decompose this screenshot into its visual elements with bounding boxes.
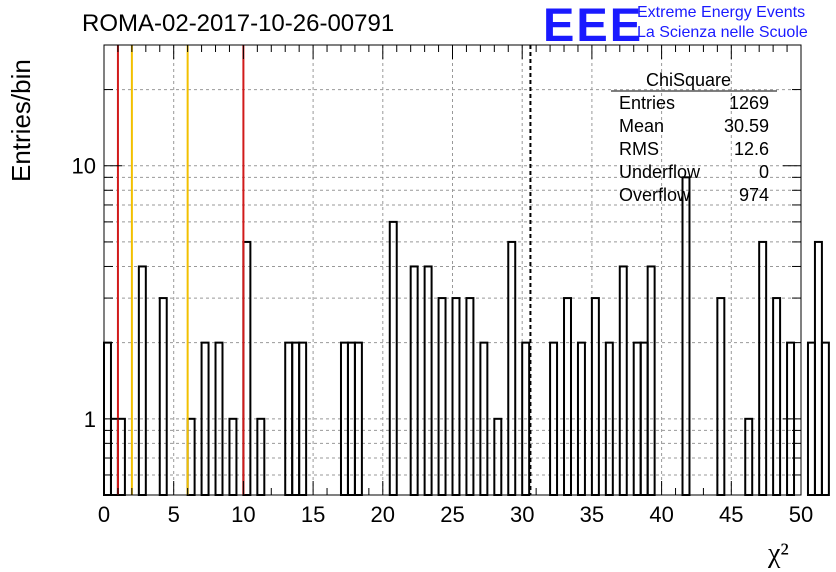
stat-value-entries: 1269: [728, 93, 769, 113]
x-tick-label: 0: [98, 502, 110, 527]
logo-tagline-1: Extreme Energy Events: [637, 4, 806, 21]
histogram-bar: [618, 265, 628, 497]
histogram-bar: [437, 297, 447, 496]
histogram-bar: [716, 297, 726, 496]
logo-tagline-2: La Scienza nelle Scuole: [637, 24, 808, 41]
y-axis-label: Entries/bin: [6, 59, 36, 182]
histogram-bar: [409, 265, 419, 497]
x-tick-label: 20: [371, 502, 395, 527]
x-axis-label: χ²: [768, 538, 789, 569]
x-tick-label: 10: [231, 502, 255, 527]
histogram-bar: [681, 176, 691, 496]
x-tick-label: 25: [440, 502, 464, 527]
marker-lines: [116, 45, 532, 495]
histogram-bar: [158, 297, 168, 496]
histogram-bar: [820, 341, 830, 496]
stat-name-entries: Entries: [619, 93, 676, 113]
y-tick-label: 10: [72, 154, 96, 179]
histogram-bar: [423, 265, 433, 497]
y-tick-label: 1: [84, 407, 96, 432]
stats-title: ChiSquare: [646, 70, 732, 90]
histogram-bar: [242, 240, 252, 496]
histogram-bar: [772, 297, 782, 496]
x-tick-label: 45: [719, 502, 743, 527]
x-tick-label: 5: [168, 502, 180, 527]
axis-ticks: 0 5 10 15 20 25 30 35 40 45 50 1 10: [72, 44, 813, 527]
stat-value-underflow: 0: [758, 162, 769, 182]
histogram-bar: [507, 240, 517, 496]
histogram-bar: [137, 265, 147, 497]
stat-name-mean: Mean: [619, 116, 665, 136]
histogram-bar: [758, 240, 768, 496]
histogram-bar: [590, 297, 600, 496]
histogram-bar: [646, 265, 656, 497]
x-tick-label: 35: [580, 502, 604, 527]
chart-title: ROMA-02-2017-10-26-00791: [82, 10, 395, 37]
stat-value-overflow: 974: [738, 185, 769, 205]
x-tick-label: 15: [301, 502, 325, 527]
histogram-bar: [806, 341, 816, 496]
stat-value-rms: 12.6: [733, 139, 769, 159]
histogram-bar: [388, 220, 398, 496]
stat-value-mean: 30.59: [723, 116, 769, 136]
stat-name-underflow: Underflow: [619, 162, 701, 182]
histogram-bar: [451, 297, 461, 496]
stat-name-rms: RMS: [619, 139, 659, 159]
x-tick-label: 30: [510, 502, 534, 527]
eee-logo-mark: EEE: [543, 0, 644, 51]
x-tick-label: 50: [789, 502, 813, 527]
histogram-bar: [465, 297, 475, 496]
stat-name-overflow: Overflow: [619, 185, 691, 205]
histogram-bar: [563, 297, 572, 496]
x-tick-label: 40: [649, 502, 673, 527]
histogram-bar: [813, 240, 823, 496]
